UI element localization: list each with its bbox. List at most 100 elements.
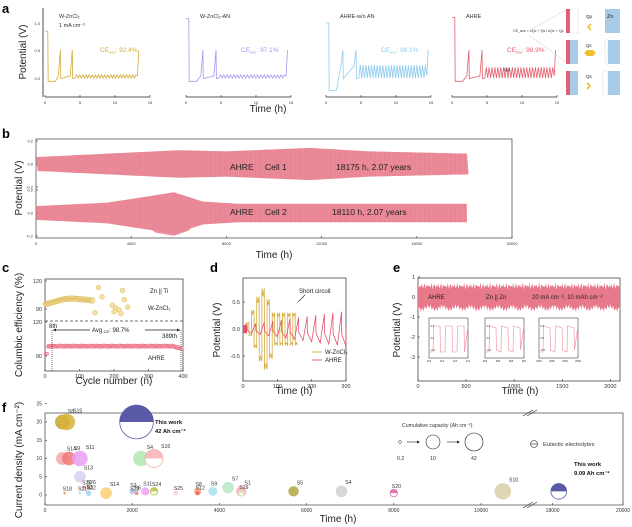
panel-a-xtick: 10 [394, 100, 399, 105]
this-work-1-line1: This work [155, 420, 183, 426]
panel-b-ytick: 0.0 [27, 211, 33, 216]
qp-label: Qp [586, 14, 593, 19]
panel-a-xtick: 15 [555, 100, 560, 105]
panel-label-f: f [2, 400, 7, 415]
schematic: Zn Qp Qc Qs [529, 8, 620, 96]
inset-xtick: 121 [466, 359, 471, 363]
panel-e-ytick: -1 [410, 315, 415, 321]
ce-point-wzncl2 [125, 304, 131, 310]
ce-point-wzncl2 [95, 284, 102, 291]
panel-label-e: e [393, 260, 400, 275]
arrow-left-icon [586, 23, 592, 31]
panel-d-xlabel: Time (h) [276, 386, 313, 397]
arrowhead-icon [177, 328, 180, 332]
double-arrow-icon [584, 50, 596, 56]
panel-b-xtick: 20000 [506, 241, 518, 246]
cycling-band [36, 192, 468, 236]
panel-d-ytick: 0.5 [232, 300, 240, 306]
legend-ahre: AHRE [325, 358, 342, 364]
inset-frame [428, 317, 469, 359]
panel-f-xtick: 20000 [616, 508, 630, 514]
panel-c-ytick: 90 [36, 307, 42, 313]
inset-plot: 0.5 0.0 -0.5 994 995 996 997 [483, 317, 527, 363]
inset-plot: 0.5 0.0 -0.5 118 119 120 121 [427, 317, 471, 363]
bubble [100, 487, 112, 499]
legend-eutectic: Eutectic electrolytes [543, 442, 595, 448]
cycling-band [418, 282, 620, 312]
literature-point: S12 [195, 486, 205, 496]
bubble [141, 487, 150, 496]
zn-electrode [608, 40, 620, 64]
zoom-line [529, 9, 567, 31]
inset-ytick: 0.5 [431, 324, 435, 328]
inset-xtick: 119 [440, 359, 445, 363]
literature-point: S2 [129, 483, 137, 495]
panel-b-ytick: 0.2 [27, 139, 33, 144]
sei-layer [566, 40, 570, 64]
literature-point: S9 [62, 446, 80, 466]
stripped-outline [602, 70, 609, 96]
cell2-duration: 18110 h, 2.07 years [332, 207, 407, 217]
bubble-label: S1 [244, 481, 250, 487]
inset-xtick: 2082 [549, 359, 555, 363]
literature-point: S13 [74, 465, 93, 483]
panel-d: Potential (V) 0 100 200 300 -0.5 0.0 0.5 Short… [212, 277, 351, 397]
bubble [72, 450, 88, 467]
panel-a-xtick: 0 [451, 100, 454, 105]
inset-ytick: 0.5 [487, 324, 491, 328]
voltage-trace [326, 22, 429, 91]
zn-electrode [608, 71, 620, 95]
panel-f-ylabel: Current density (mA cm⁻²) [14, 402, 25, 518]
break-mark [526, 409, 538, 417]
voltage-trace [45, 30, 140, 82]
panel-f-xlabel: Time (h) [320, 514, 357, 525]
qp-annotation: Qp [504, 67, 511, 72]
legend-size-value: 0.2 [397, 456, 404, 462]
ce-point-wzncl2 [109, 302, 115, 308]
panel-c: Columbic efficiency (%) 0 100 200 300 400 90 1… [14, 273, 188, 387]
legend-size-value: 42 [471, 456, 477, 462]
literature-point: S21 [78, 486, 87, 495]
panel-c-ytick: 120 [33, 320, 42, 326]
bubble-label: S20 [392, 484, 401, 490]
bubble [288, 486, 299, 497]
inset-xtick: 995 [496, 359, 501, 363]
bubble-label: S13 [84, 465, 93, 471]
panel-f-ytick: 5 [39, 474, 42, 480]
bubble [62, 451, 76, 466]
cell2-name: Cell 2 [265, 207, 287, 217]
arrowhead-icon [457, 440, 460, 444]
ce-average: CEave: 98.1% [381, 47, 419, 55]
panel-a-subplot: W-ZnCl₂-AN CEave: 97.1% 0 5 10 15 [185, 14, 294, 105]
panel-label-d: d [210, 260, 218, 275]
deposit-outline [569, 8, 579, 34]
panel-c-xlabel: Cycle number (n) [76, 376, 153, 387]
inset-ytick: 0.0 [487, 336, 491, 340]
panel-f-xtick: 18000 [546, 508, 560, 514]
ce-point-ahre [45, 351, 50, 356]
subplot-subtitle: 1 mA cm⁻² [59, 23, 85, 29]
inset-frame [484, 317, 525, 359]
panel-c-upper-label: W-ZnCl₂ [148, 306, 171, 312]
inset-xtick: 120 [453, 359, 458, 363]
panel-f-xtick: 8000 [388, 508, 399, 514]
legend-size-value: 10 [430, 456, 436, 462]
panel-b-ytick: -0.2 [26, 185, 34, 190]
bubble [222, 481, 234, 494]
bubble [74, 470, 86, 483]
panel-f-ytick: 15 [36, 438, 42, 444]
panel-b-xtick: 16000 [411, 241, 423, 246]
panel-d-xtick: 0 [241, 384, 244, 390]
arrowhead-icon [417, 440, 420, 444]
subplot-title: AHRE [466, 14, 482, 20]
panel-c-ytick: 90 [36, 354, 42, 360]
sei-layer [566, 71, 570, 95]
ce-average: CEave: 98.9% [507, 47, 545, 55]
bubble [63, 491, 66, 495]
literature-point: S11 [72, 445, 95, 467]
panel-e-conditions: 20 mA cm⁻², 10 mAh cm⁻² [532, 295, 603, 301]
bubble-label: S11 [86, 445, 95, 451]
arrow-right-icon [586, 82, 592, 90]
avg-label: Avg-CE: 98.7% [92, 328, 130, 334]
ce-formula: CE_ave = nQc + Qs / nQc + Qp [513, 29, 564, 33]
